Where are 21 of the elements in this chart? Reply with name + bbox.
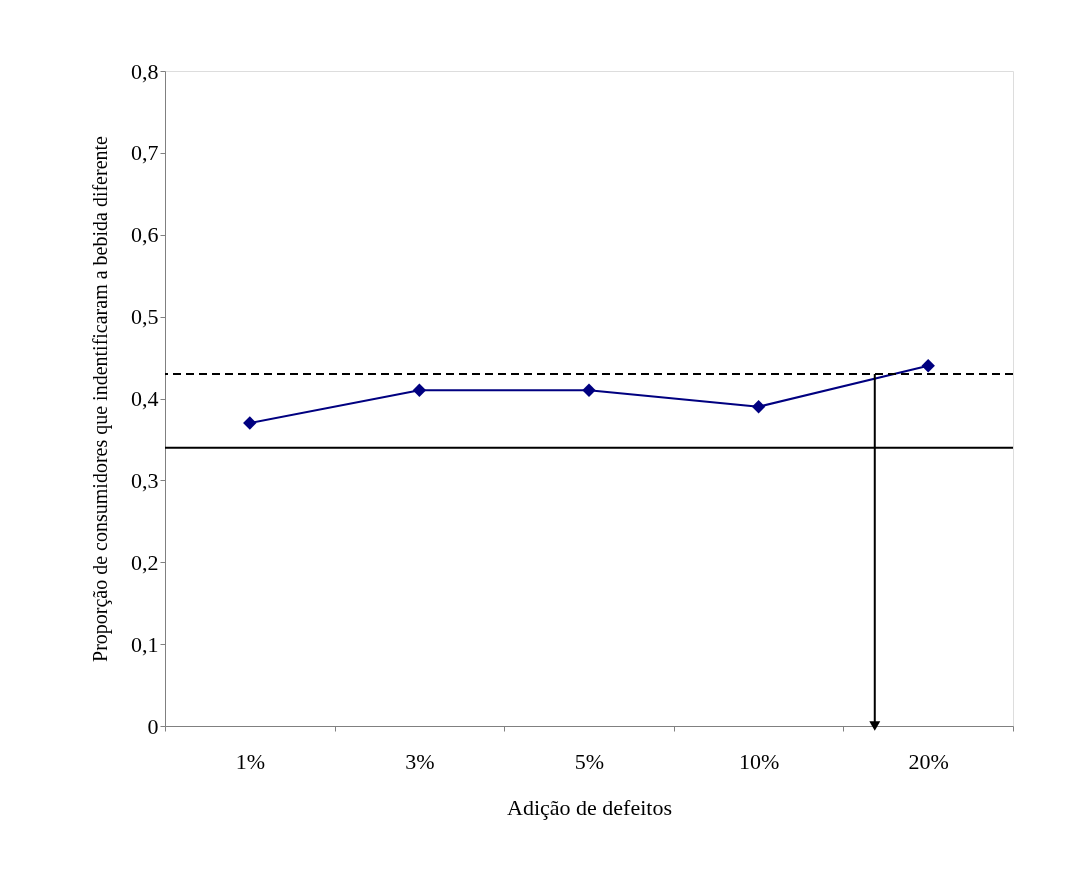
y-tick-label: 0,7 [131,140,159,166]
y-tick-label: 0,3 [131,467,159,493]
y-tick-label: 0,5 [131,304,159,330]
x-axis-title: Adição de defeitos [507,794,672,820]
y-tick-label: 0,6 [131,222,159,248]
x-tick-label: 5% [574,748,605,774]
x-tick-label: 1% [235,748,265,774]
y-tick-label: 0 [147,713,159,739]
point [412,383,427,398]
point [582,383,596,398]
x-tick-label: 10% [738,748,780,774]
y-axis-title: Proporção de consumidores que indentificaram a bebida diferente [89,135,112,662]
y-tick-label: 0,4 [131,386,159,411]
y-tick-label: 0,1 [131,631,159,657]
x-tick-label: 3% [405,748,435,774]
y-tick-label: 0,2 [131,549,159,575]
point [921,359,935,373]
y-tick-label: 0,8 [131,58,159,84]
point [243,416,257,430]
x-tick-label: 20% [908,748,949,774]
point [751,399,766,414]
